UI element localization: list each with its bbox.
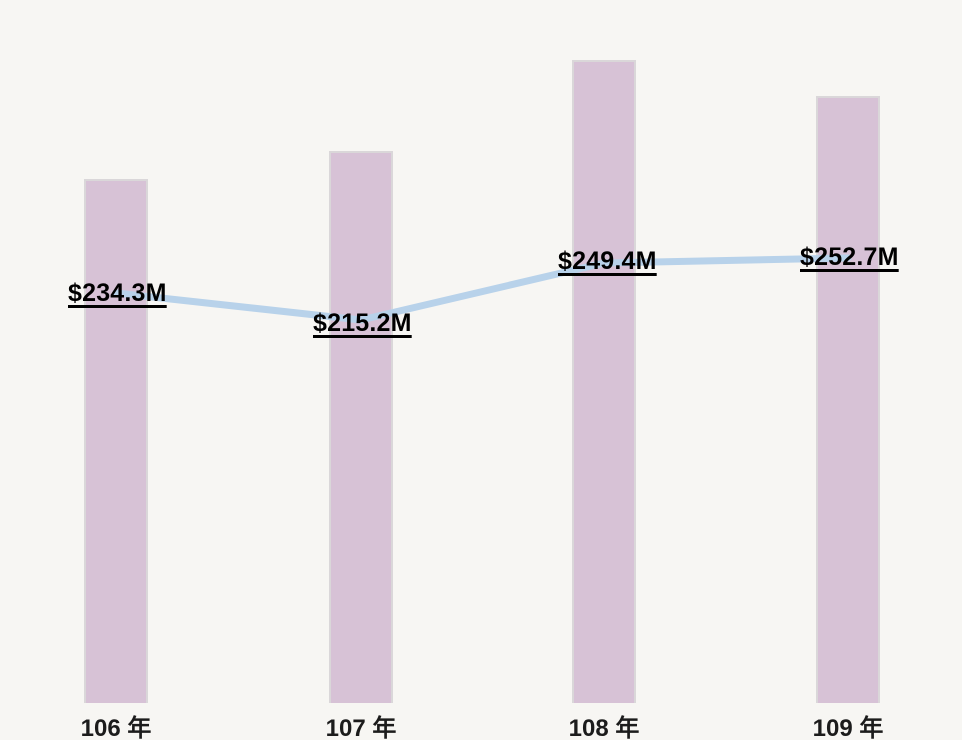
value-label[interactable]: $252.7M	[800, 243, 899, 271]
chart-bar[interactable]	[816, 96, 880, 703]
chart-bar[interactable]	[329, 151, 393, 703]
x-axis-label: 109 年	[812, 715, 884, 740]
x-axis-label: 107 年	[325, 715, 397, 740]
chart-bar[interactable]	[84, 179, 148, 703]
value-label[interactable]: $215.2M	[313, 309, 412, 337]
chart-bar[interactable]	[572, 60, 636, 703]
value-label[interactable]: $234.3M	[68, 279, 167, 307]
trend-line-path	[112, 254, 852, 324]
value-label[interactable]: $249.4M	[558, 247, 657, 275]
x-axis-label: 106 年	[80, 715, 152, 740]
x-axis-label: 108 年	[568, 715, 640, 740]
